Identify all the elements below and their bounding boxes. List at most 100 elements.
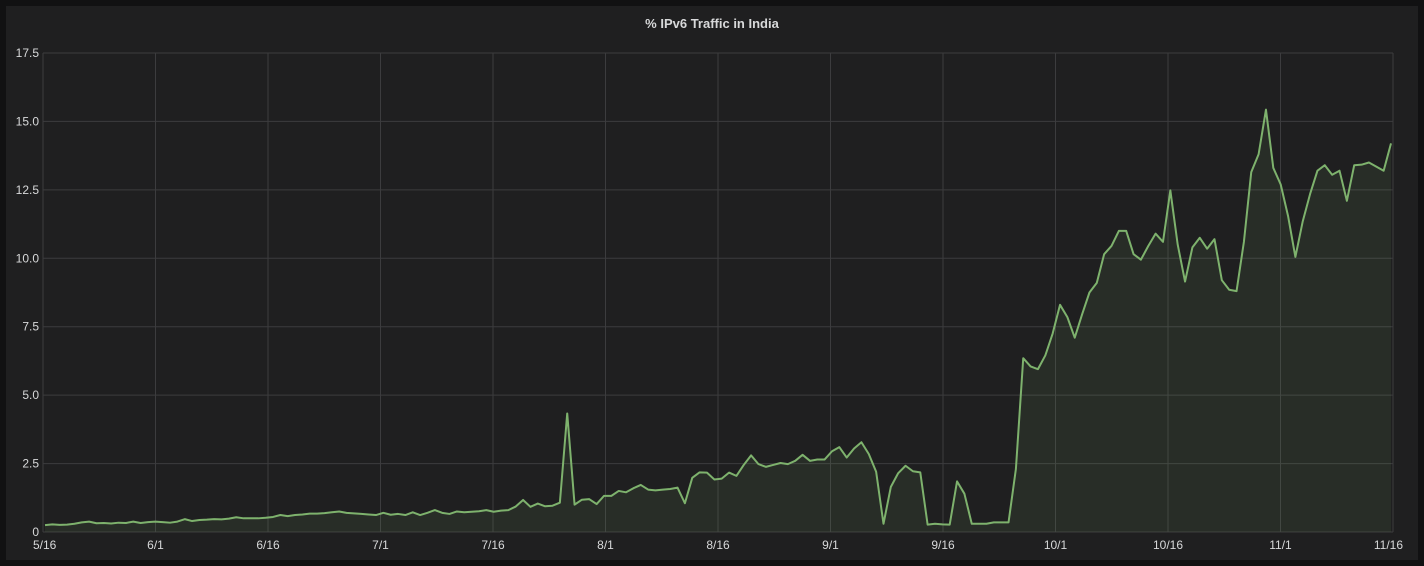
data-point — [1066, 316, 1068, 318]
data-point — [1052, 333, 1054, 335]
data-point — [632, 487, 634, 489]
data-point — [221, 518, 223, 520]
data-point — [559, 502, 561, 504]
data-point — [1236, 290, 1238, 292]
data-point — [1074, 337, 1076, 339]
x-tick-label: 8/1 — [597, 538, 614, 552]
data-point — [1383, 170, 1385, 172]
data-point — [59, 524, 61, 526]
data-point — [471, 511, 473, 513]
data-point — [890, 486, 892, 488]
data-point — [478, 510, 480, 512]
data-point — [1353, 164, 1355, 166]
data-point — [691, 477, 693, 479]
data-point — [1044, 354, 1046, 356]
data-point — [963, 493, 965, 495]
data-point — [44, 524, 46, 526]
data-point — [441, 512, 443, 514]
data-point — [301, 513, 303, 515]
data-point — [971, 523, 973, 525]
data-point — [294, 514, 296, 516]
data-point — [860, 441, 862, 443]
data-point — [949, 524, 951, 526]
data-point — [243, 517, 245, 519]
data-point — [368, 513, 370, 515]
y-tick-label: 12.5 — [16, 183, 40, 197]
data-point — [1375, 166, 1377, 168]
y-tick-label: 15.0 — [16, 114, 40, 128]
data-point — [750, 454, 752, 456]
data-point — [1213, 238, 1215, 240]
data-point — [985, 523, 987, 525]
data-point — [610, 495, 612, 497]
data-point — [169, 522, 171, 524]
data-point — [1177, 244, 1179, 246]
data-point — [412, 511, 414, 513]
data-point — [250, 517, 252, 519]
data-point — [927, 524, 929, 526]
series-area — [45, 109, 1391, 532]
data-point — [287, 515, 289, 517]
data-point — [125, 522, 127, 524]
data-point — [596, 503, 598, 505]
data-point — [1294, 256, 1296, 258]
data-point — [780, 462, 782, 464]
graph-panel: % IPv6 Traffic in India 0 2.5 5.0 7.5 10.0 12… — [6, 6, 1418, 560]
data-point — [1008, 521, 1010, 523]
data-point — [1316, 170, 1318, 172]
data-point — [338, 510, 340, 512]
data-point — [404, 514, 406, 516]
data-point — [73, 523, 75, 525]
data-point — [618, 490, 620, 492]
data-point — [853, 448, 855, 450]
y-tick-label: 7.5 — [22, 320, 39, 334]
data-point — [426, 512, 428, 514]
data-point — [198, 519, 200, 521]
data-point — [184, 518, 186, 520]
data-point — [978, 523, 980, 525]
data-point — [699, 471, 701, 473]
data-point — [934, 523, 936, 525]
data-point — [1147, 245, 1149, 247]
data-point — [654, 489, 656, 491]
x-tick-label: 8/16 — [706, 538, 730, 552]
data-point — [154, 521, 156, 523]
data-point — [132, 521, 134, 523]
data-point — [228, 518, 230, 520]
data-point — [1390, 142, 1392, 144]
data-point — [1133, 253, 1135, 255]
data-point — [309, 513, 311, 515]
data-point — [625, 491, 627, 493]
data-point — [1250, 171, 1252, 173]
data-point — [677, 487, 679, 489]
data-point — [1280, 183, 1282, 185]
data-point — [324, 512, 326, 514]
data-point — [846, 457, 848, 459]
data-point — [905, 465, 907, 467]
data-point — [206, 519, 208, 521]
data-point — [353, 512, 355, 514]
data-point — [331, 511, 333, 513]
y-tick-label: 10.0 — [16, 251, 40, 265]
x-tick-label: 6/1 — [147, 538, 164, 552]
data-point — [772, 464, 774, 466]
data-point — [456, 510, 458, 512]
data-point — [81, 521, 83, 523]
data-point — [1221, 279, 1223, 281]
series-line — [44, 108, 1392, 527]
data-point — [1125, 230, 1127, 232]
data-point — [1199, 237, 1201, 239]
x-tick-label: 9/1 — [822, 538, 839, 552]
data-point — [1081, 313, 1083, 315]
data-point — [809, 460, 811, 462]
data-point — [721, 478, 723, 480]
data-point — [1339, 170, 1341, 172]
data-point — [1169, 189, 1171, 191]
data-point — [51, 523, 53, 525]
data-point — [390, 514, 392, 516]
data-point — [912, 470, 914, 472]
data-point — [1162, 241, 1164, 243]
data-point — [662, 489, 664, 491]
data-point — [213, 518, 215, 520]
x-tick-label: 9/16 — [931, 538, 955, 552]
